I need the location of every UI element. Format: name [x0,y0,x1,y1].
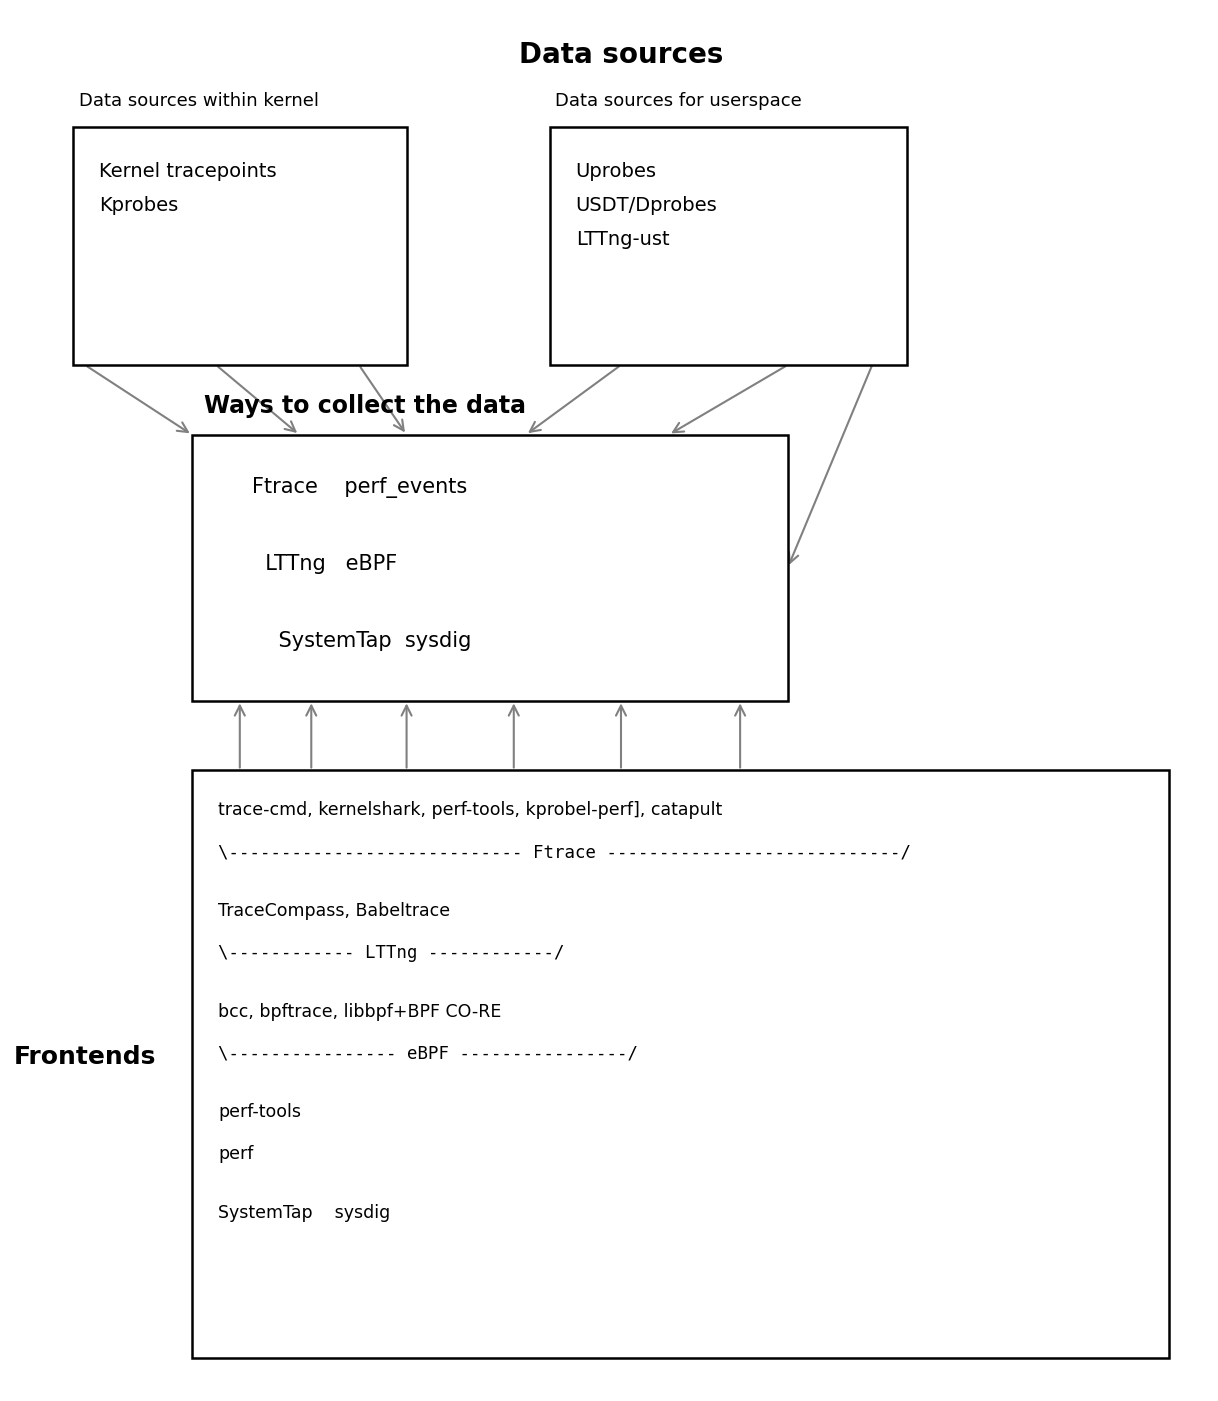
Text: Frontends: Frontends [13,1045,156,1069]
Text: bcc, bpftrace, libbpf+BPF CO-RE: bcc, bpftrace, libbpf+BPF CO-RE [218,1003,502,1020]
Text: TraceCompass, Babeltrace: TraceCompass, Babeltrace [218,902,451,920]
Text: LTTng   eBPF: LTTng eBPF [252,553,397,573]
Text: Ftrace    perf_events: Ftrace perf_events [252,476,466,497]
Text: Data sources within kernel: Data sources within kernel [79,92,319,111]
Text: \---------------------------- Ftrace ----------------------------/: \---------------------------- Ftrace ---… [218,843,911,862]
Text: \------------ LTTng ------------/: \------------ LTTng ------------/ [218,944,565,962]
Text: Kernel tracepoints
Kprobes: Kernel tracepoints Kprobes [99,163,276,216]
Text: \---------------- eBPF ----------------/: \---------------- eBPF ----------------/ [218,1045,638,1062]
Text: trace-cmd, kernelshark, perf-tools, kprobel-perf], catapult: trace-cmd, kernelshark, perf-tools, kpro… [218,801,722,820]
Text: Uprobes
USDT/Dprobes
LTTng-ust: Uprobes USDT/Dprobes LTTng-ust [576,163,717,249]
Text: SystemTap  sysdig: SystemTap sysdig [252,630,471,650]
Text: perf-tools: perf-tools [218,1103,301,1121]
Bar [192,434,788,700]
Text: Data sources: Data sources [519,41,723,69]
Bar [549,127,907,364]
Text: Ways to collect the data: Ways to collect the data [205,394,526,417]
Bar [192,771,1169,1358]
Bar [73,127,407,364]
Text: perf: perf [218,1145,253,1163]
Text: Data sources for userspace: Data sources for userspace [555,92,803,111]
Text: SystemTap    sysdig: SystemTap sysdig [218,1203,391,1222]
